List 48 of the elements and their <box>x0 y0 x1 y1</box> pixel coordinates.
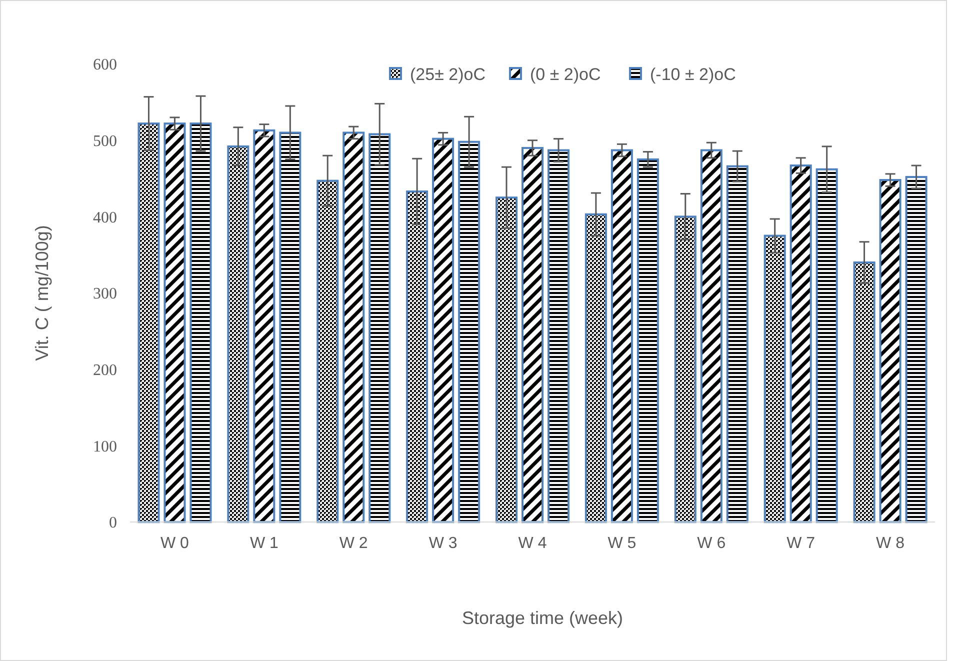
x-tick-label: W 8 <box>876 535 905 552</box>
legend-label: (25± 2)oC <box>410 64 486 84</box>
y-tick-label: 200 <box>93 362 117 379</box>
bar <box>279 132 302 523</box>
bar <box>879 179 902 523</box>
x-tick-label: W 3 <box>428 535 458 552</box>
bar <box>610 149 633 523</box>
bar <box>636 158 659 523</box>
bar <box>674 216 696 523</box>
bar <box>584 213 607 523</box>
bar <box>496 196 518 523</box>
bar <box>432 138 454 523</box>
x-tick-label: W 4 <box>518 535 547 552</box>
bar <box>164 122 186 523</box>
y-axis-title: Vit. C ( mg/100g) <box>32 225 52 361</box>
x-tick-label: W 7 <box>786 535 816 552</box>
bar <box>406 190 428 523</box>
x-tick-label: W 5 <box>608 535 636 552</box>
bar <box>548 149 570 523</box>
y-tick-label: 100 <box>93 438 117 456</box>
bar <box>905 176 928 523</box>
bar <box>138 122 160 523</box>
bar <box>816 168 838 523</box>
x-tick-label: W 6 <box>697 535 726 552</box>
bar <box>316 180 339 523</box>
bar <box>368 133 391 523</box>
bar <box>700 149 722 523</box>
bar <box>522 146 544 523</box>
bar <box>790 164 812 523</box>
bar <box>726 165 748 523</box>
bar <box>253 129 276 523</box>
y-tick-label: 600 <box>93 56 117 74</box>
legend-label: (0 ± 2)oC <box>530 64 601 84</box>
x-tick-label: W 0 <box>160 535 190 552</box>
bar <box>342 132 365 523</box>
y-tick-label: 400 <box>93 209 117 226</box>
y-tick-label: 500 <box>93 132 117 150</box>
y-tick-label: 0 <box>109 514 117 532</box>
bar <box>227 145 250 523</box>
x-tick-label: W 1 <box>250 535 278 552</box>
bar <box>853 261 876 523</box>
y-tick-label: 300 <box>93 286 117 303</box>
bar <box>764 234 786 523</box>
bar <box>458 140 480 523</box>
bar <box>190 122 212 523</box>
legend-label: (-10 ± 2)oC <box>650 64 736 84</box>
x-tick-label: W 2 <box>339 535 368 552</box>
x-axis-title: Storage time (week) <box>462 608 624 628</box>
